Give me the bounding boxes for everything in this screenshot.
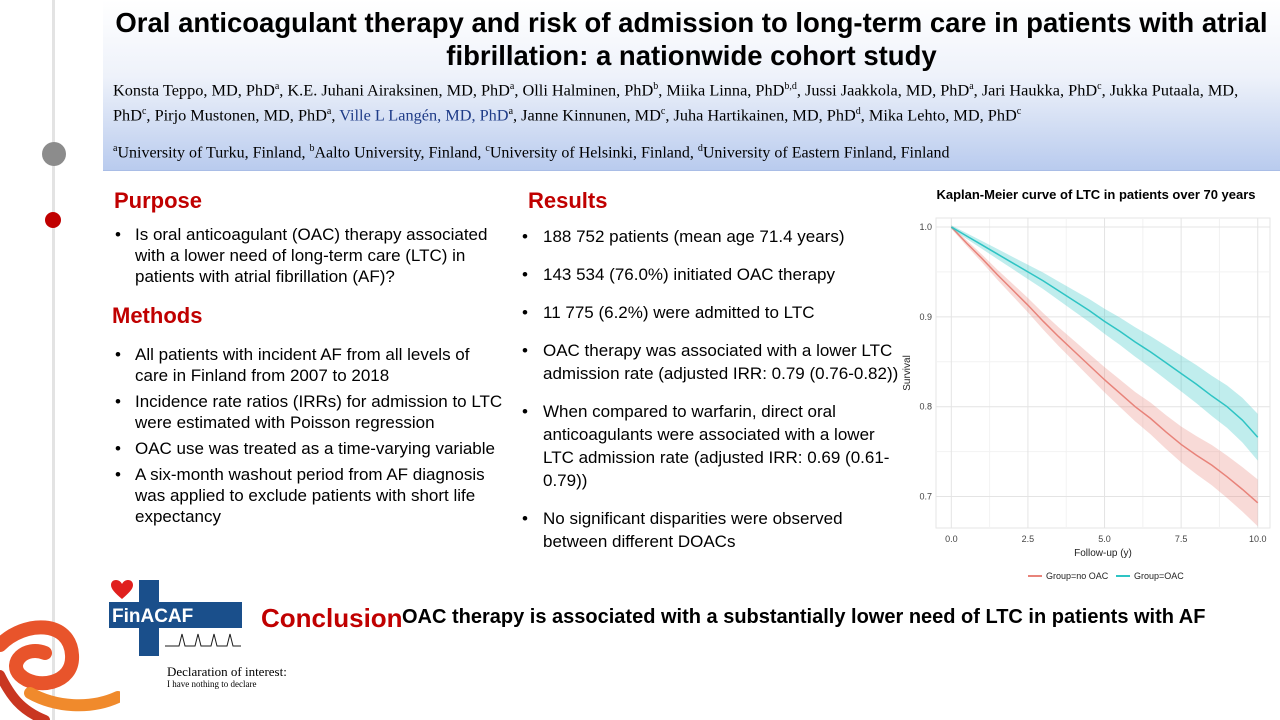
author-affiliation-mark: d (855, 106, 861, 118)
author-affiliation-mark: a (509, 81, 515, 92)
declaration-text: I have nothing to declare (167, 679, 257, 689)
series-confidence-band (951, 225, 1258, 527)
author-name: Janne Kinnunen, MD (521, 105, 661, 125)
methods-list: All patients with incident AF from all l… (113, 344, 503, 532)
author-name: Miika Linna, PhD (666, 80, 785, 100)
finacaf-logo (109, 580, 242, 656)
x-axis-label: Follow-up (y) (1074, 548, 1132, 559)
author-affiliation-mark: a (508, 106, 514, 118)
results-list: 188 752 patients (mean age 71.4 years) 1… (520, 225, 905, 568)
logo-text: FinACAF (112, 606, 194, 627)
timeline-dot-red (45, 212, 61, 228)
author-name: Mika Lehto, MD, PhD (868, 105, 1017, 125)
affiliation-mark: b (309, 143, 315, 154)
results-heading: Results (528, 188, 608, 213)
author-affiliation-mark: c (1097, 81, 1102, 92)
purpose-heading: Purpose (114, 188, 203, 213)
declaration-title: Declaration of interest: (167, 664, 287, 679)
purpose-list: Is oral anticoagulant (OAC) therapy asso… (113, 224, 503, 287)
heart-icon (111, 580, 133, 599)
author-list: Konsta Teppo, MD, PhDa, K.E. Juhani Aira… (113, 80, 1239, 125)
chart-title: Kaplan-Meier curve of LTC in patients ov… (936, 187, 1256, 202)
author-name: Konsta Teppo, MD, PhD (113, 80, 275, 100)
x-tick-label: 10.0 (1249, 534, 1267, 544)
results-item: 11 775 (6.2%) were admitted to LTC (520, 301, 905, 324)
affiliation-name: Aalto University, Finland, (314, 144, 486, 162)
affiliation-name: University of Turku, Finland, (117, 144, 310, 162)
author-affiliation-mark: b,d (784, 81, 797, 92)
author-name: Olli Halminen, PhD (522, 80, 654, 100)
results-item: 143 534 (76.0%) initiated OAC therapy (520, 263, 905, 286)
methods-item: All patients with incident AF from all l… (113, 344, 503, 386)
affiliation-name: University of Eastern Finland, Finland (702, 144, 950, 162)
author-affiliation-mark: a (326, 106, 332, 118)
author-affiliation-mark: b (653, 81, 659, 92)
km-chart: 0.0 2.5 5.0 7.5 10.0 0.7 0.8 0.9 1.0 Follow-up (y… (902, 217, 1271, 581)
affiliation-name: University of Helsinki, Finland, (489, 144, 698, 162)
x-tick-label: 0.0 (945, 534, 958, 544)
ribbon-graphic (0, 620, 120, 720)
author-name: K.E. Juhani Airaksinen, MD, PhD (287, 80, 510, 100)
series-confidence-band (951, 225, 1258, 461)
x-tick-label: 5.0 (1098, 534, 1111, 544)
y-tick-label: 1.0 (919, 222, 932, 232)
x-tick-label: 2.5 (1022, 534, 1035, 544)
legend-label: Group=OAC (1134, 571, 1184, 581)
affiliation-list: aUniversity of Turku, Finland, bAalto Un… (113, 143, 1273, 162)
author-affiliation-mark: c (660, 106, 666, 118)
author-affiliation-mark: c (1016, 106, 1022, 118)
results-item: When compared to warfarin, direct oral a… (520, 400, 905, 492)
author-name: Juha Hartikainen, MD, PhD (673, 105, 856, 125)
y-axis-label: Survival (902, 355, 913, 391)
results-item: 188 752 patients (mean age 71.4 years) (520, 225, 905, 248)
methods-item: A six-month washout period from AF diagn… (113, 464, 503, 527)
poster-title: Oral anticoagulant therapy and risk of a… (115, 7, 1268, 71)
series-line (950, 226, 1259, 438)
series-line (950, 226, 1259, 504)
results-item: OAC therapy was associated with a lower … (520, 339, 905, 385)
timeline-dot-gray (42, 142, 66, 166)
affiliation-mark: a (113, 143, 118, 154)
timeline-line (52, 0, 55, 720)
author-affiliation-mark: a (274, 81, 280, 92)
y-tick-label: 0.9 (919, 312, 932, 322)
plot-area (935, 217, 1271, 529)
author-name: Pirjo Mustonen, MD, PhD (154, 105, 327, 125)
purpose-item: Is oral anticoagulant (OAC) therapy asso… (113, 224, 503, 287)
author-name: Jussi Jaakkola, MD, PhD (805, 80, 970, 100)
methods-heading: Methods (112, 303, 203, 328)
author-name: Jukka Putaala, MD, PhD (113, 80, 1239, 125)
y-tick-label: 0.7 (919, 492, 932, 502)
header-banner (103, 0, 1280, 171)
legend-label: Group=no OAC (1046, 571, 1109, 581)
methods-item: Incidence rate ratios (IRRs) for admissi… (113, 391, 503, 433)
y-tick-label: 0.8 (919, 402, 932, 412)
results-item: No significant disparities were observed… (520, 507, 905, 553)
author-name: Ville L Langén, MD, PhD (339, 105, 509, 125)
methods-item: OAC use was treated as a time-varying va… (113, 438, 503, 459)
author-name: Jari Haukka, PhD (981, 80, 1098, 100)
affiliation-mark: c (485, 143, 490, 154)
x-tick-label: 7.5 (1175, 534, 1188, 544)
author-affiliation-mark: a (969, 81, 974, 92)
conclusion-text: OAC therapy is associated with a substan… (402, 606, 1206, 628)
conclusion-heading: Conclusion (261, 603, 403, 633)
author-affiliation-mark: c (141, 106, 147, 118)
affiliation-mark: d (697, 143, 703, 154)
